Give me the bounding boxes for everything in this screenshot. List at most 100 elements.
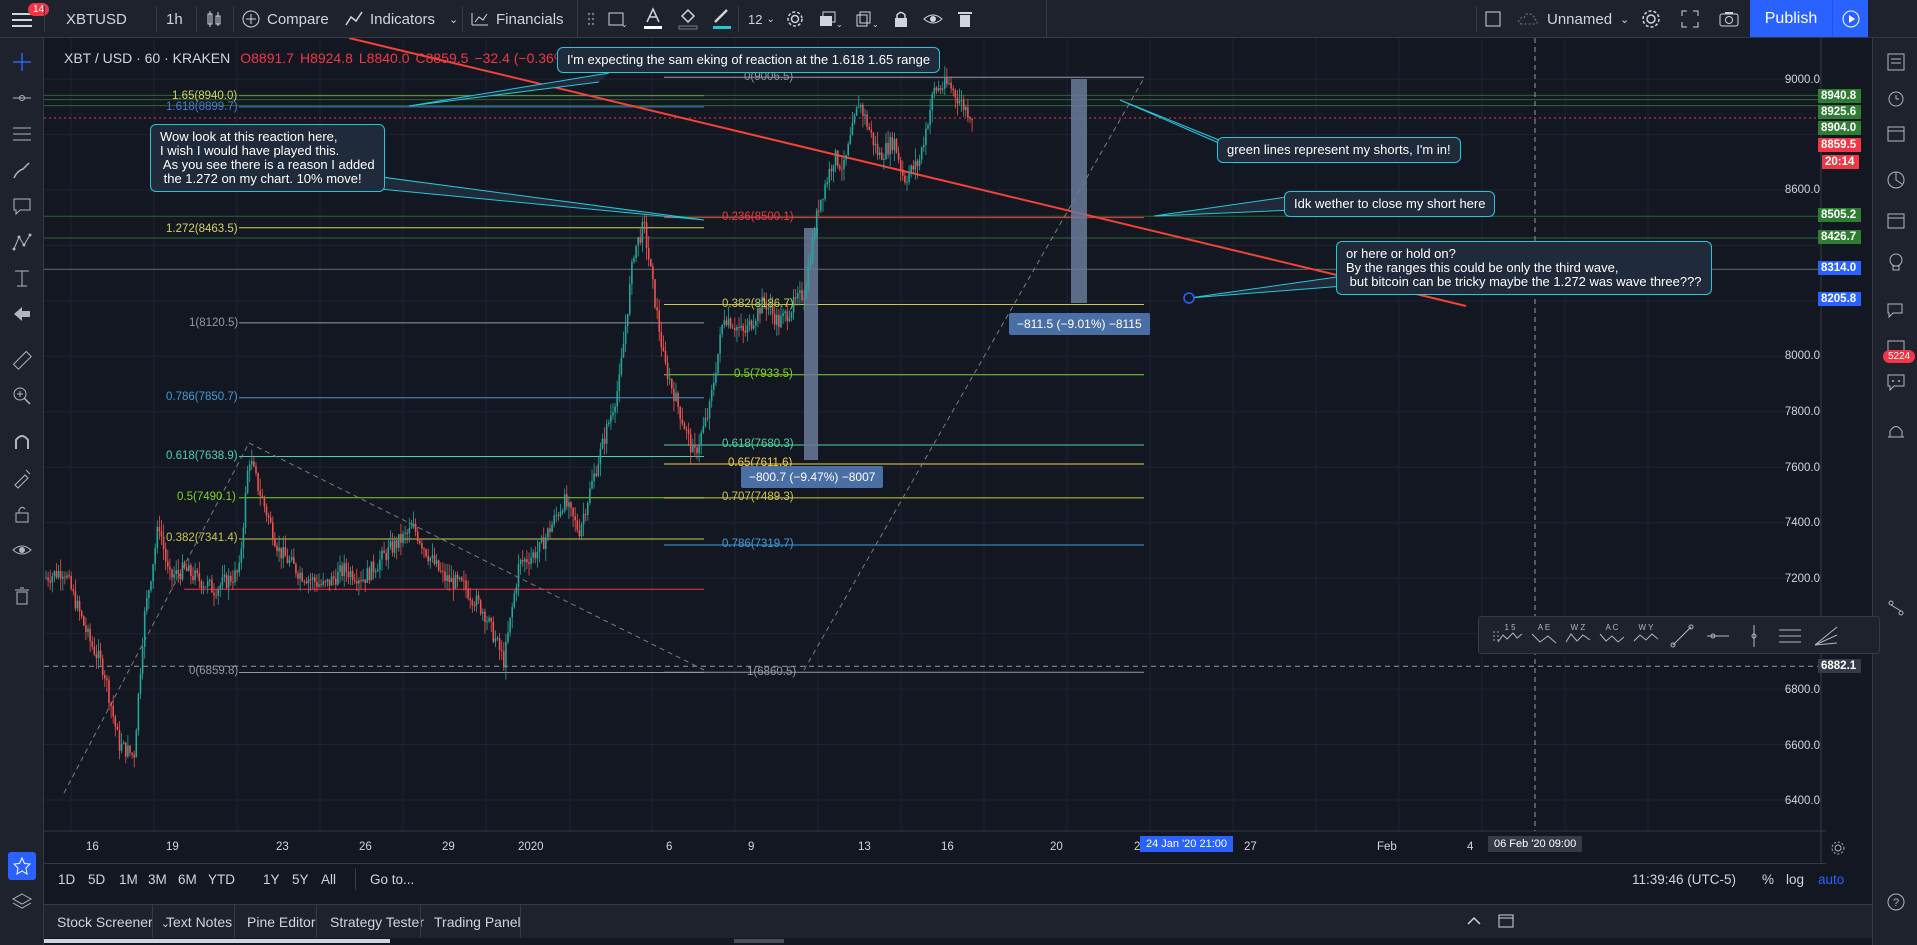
auto-scale-toggle[interactable]: auto [1818, 872, 1845, 887]
layout-name[interactable]: Unnamed ⌄ [1517, 0, 1629, 38]
comment-icon[interactable] [8, 192, 36, 220]
private-chats-icon[interactable] [1882, 368, 1910, 396]
elliott-double-combo-icon[interactable]: A C [1599, 623, 1625, 649]
maximize-panel-icon[interactable] [1496, 911, 1516, 934]
fib-label[interactable]: 0.5(7933.5) [734, 368, 793, 380]
measure-label[interactable]: −800.7 (−9.47%) −8007 [741, 466, 884, 488]
chevron-down-icon[interactable]: ⌄ [449, 13, 459, 26]
camera-icon[interactable] [1718, 0, 1740, 38]
trend-line-icon[interactable] [1669, 623, 1695, 649]
candles-icon[interactable] [205, 0, 223, 38]
range-3m[interactable]: 3M [148, 872, 167, 887]
fib-label[interactable]: 0.786(7850.7) [166, 391, 238, 403]
fib-label[interactable]: 0.382(7341.4) [166, 532, 238, 544]
callout-note[interactable]: I'm expecting the sam eking of reaction … [557, 47, 941, 73]
parallel-channel-icon[interactable] [1777, 623, 1803, 649]
fib-label[interactable]: 0.236(8500.1) [722, 211, 794, 223]
collapse-panel-icon[interactable] [1464, 911, 1484, 934]
menu-icon[interactable] [10, 0, 34, 38]
drag-handle-icon[interactable] [1483, 623, 1509, 649]
settings-icon[interactable] [785, 0, 805, 38]
hotlist-icon[interactable] [1882, 166, 1910, 194]
lock-icon[interactable] [892, 0, 910, 38]
tab-strategy-tester[interactable]: Strategy Tester [330, 914, 424, 930]
fib-label[interactable]: 0.618(7680.3) [722, 438, 794, 450]
elliott-triple-combo-icon[interactable]: W Y [1633, 623, 1659, 649]
favorites-star-icon[interactable] [8, 852, 36, 880]
fib-label[interactable]: 0.382(8186.7) [722, 298, 794, 310]
elliott-triangle-icon[interactable]: W Z [1565, 623, 1591, 649]
pattern-icon[interactable] [8, 228, 36, 256]
vertical-line-icon[interactable] [1741, 623, 1767, 649]
fib-label[interactable]: 0.618(7638.9) [166, 450, 238, 462]
line-color-icon[interactable] [711, 0, 733, 38]
settings-icon[interactable] [1640, 0, 1662, 38]
scrollbar-thumb[interactable] [44, 939, 390, 943]
tab-trading-panel[interactable]: Trading Panel [434, 914, 521, 930]
drag-handle-icon[interactable] [586, 0, 596, 38]
compare-button[interactable]: Compare [241, 0, 329, 38]
ideas-lightbulb-icon[interactable] [1882, 248, 1910, 276]
magnet-icon[interactable] [8, 428, 36, 456]
template-icon[interactable]: ⌄ [606, 0, 628, 38]
range-5d[interactable]: 5D [88, 872, 106, 887]
range-ytd[interactable]: YTD [208, 872, 235, 887]
brush-icon[interactable] [8, 156, 36, 184]
range-1m[interactable]: 1M [119, 872, 138, 887]
callout-note[interactable]: Idk wether to close my short here [1284, 191, 1496, 217]
help-icon[interactable]: ? [1882, 888, 1910, 916]
callout-note[interactable]: Wow look at this reaction here, I wish I… [150, 124, 385, 192]
fullscreen-square-icon[interactable] [1483, 0, 1503, 38]
tab-stock-screener[interactable]: Stock Screener ⌄ [57, 914, 170, 930]
fib-label[interactable]: 1.272(8463.5) [166, 223, 238, 235]
range-1y[interactable]: 1Y [263, 872, 280, 887]
tab-pine-editor[interactable]: Pine Editor [247, 914, 316, 930]
stay-in-drawing-mode-icon[interactable] [8, 464, 36, 492]
horizontal-scrollbar[interactable] [44, 938, 1872, 945]
ruler-icon[interactable] [8, 346, 36, 374]
go-to-date-button[interactable]: Go to... [370, 872, 415, 887]
elliott-correction-icon[interactable]: A E [1531, 623, 1557, 649]
streams-icon[interactable] [1882, 296, 1910, 324]
fib-fan-icon[interactable] [1813, 623, 1839, 649]
fib-label[interactable]: 0.707(7489.3) [722, 491, 794, 503]
fib-retracement-icon[interactable] [8, 120, 36, 148]
visual-order-icon[interactable]: ⌄ [817, 0, 841, 38]
trash-icon[interactable] [956, 0, 974, 38]
range-1d[interactable]: 1D [58, 872, 76, 887]
fib-label[interactable]: 1(8120.5) [189, 317, 239, 329]
calendar-icon[interactable] [1882, 206, 1910, 234]
range-all[interactable]: All [321, 872, 337, 887]
watchlist-icon[interactable] [1882, 48, 1910, 76]
callout-note[interactable]: green lines represent my shorts, I'm in! [1217, 137, 1461, 163]
fib-label[interactable]: 1(6860.5) [747, 666, 797, 678]
arrow-left-icon[interactable] [8, 300, 36, 328]
callout-note[interactable]: or here or hold on? By the ranges this c… [1336, 241, 1712, 295]
chart-canvas[interactable] [44, 38, 1826, 863]
fullscreen-icon[interactable] [1680, 0, 1700, 38]
forecast-icon[interactable] [8, 264, 36, 292]
indicators-button[interactable]: Indicators ⌄ [344, 0, 458, 38]
text-color-icon[interactable] [642, 0, 664, 38]
order-panel-icon[interactable] [1882, 594, 1910, 622]
fib-label[interactable]: 1.618(8899.7) [166, 101, 238, 113]
range-6m[interactable]: 6M [178, 872, 197, 887]
play-icon[interactable] [1832, 0, 1868, 37]
measure-label[interactable]: −811.5 (−9.01%) −8115 [1009, 313, 1150, 335]
hide-eye-icon[interactable] [922, 0, 944, 38]
zoom-in-icon[interactable] [8, 382, 36, 410]
settings-icon[interactable] [1830, 840, 1846, 861]
elliott-impulse-icon[interactable]: 1 5 [1497, 623, 1523, 649]
font-size-select[interactable]: 12 ⌄ [748, 0, 775, 38]
chevron-down-icon[interactable]: ⌄ [1620, 13, 1630, 26]
alarm-clock-icon[interactable] [1882, 84, 1910, 112]
percent-scale-toggle[interactable]: % [1762, 872, 1775, 887]
log-scale-toggle[interactable]: log [1786, 872, 1805, 887]
object-tree-icon[interactable] [8, 888, 36, 916]
data-window-icon[interactable] [1882, 120, 1910, 148]
chart-pane[interactable]: XBT / USD · 60 · KRAKEN O8891.7 H8924.8 … [44, 38, 1861, 863]
fib-label[interactable]: 0(6859.8) [189, 665, 239, 677]
trend-line-icon[interactable] [8, 84, 36, 112]
fib-label[interactable]: 0.786(7319.7) [722, 538, 794, 550]
notifications-bell-icon[interactable] [1882, 418, 1910, 446]
